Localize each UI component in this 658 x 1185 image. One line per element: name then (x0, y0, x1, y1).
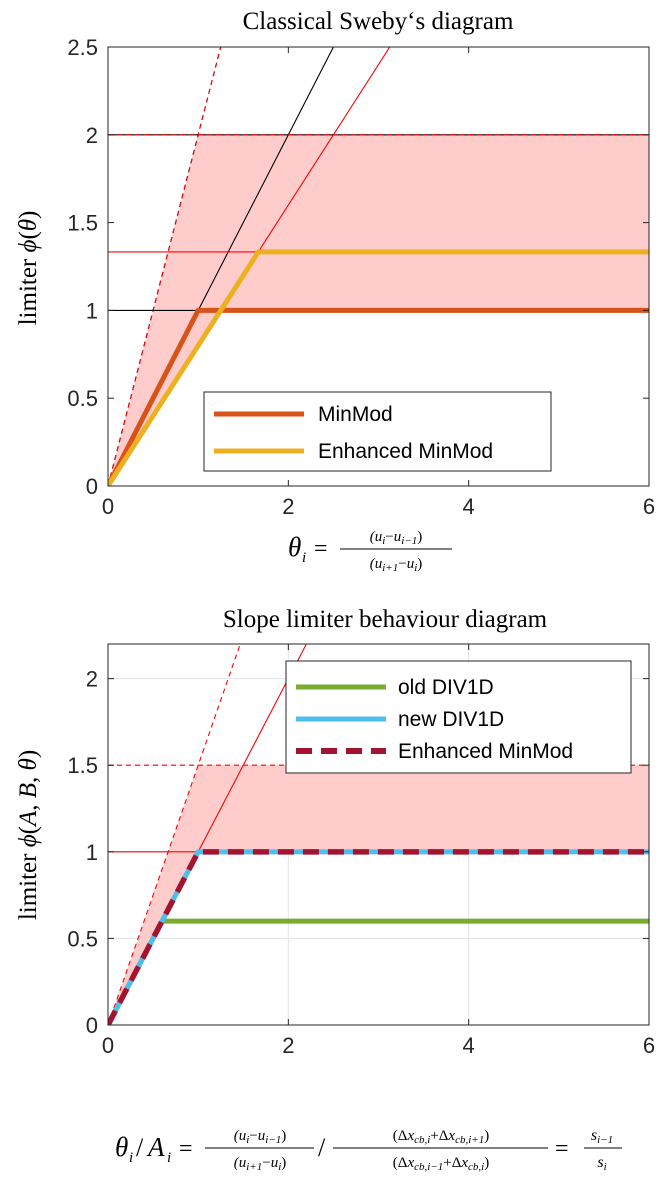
x-tick-label: 2 (282, 1033, 294, 1058)
svg-text:=: = (179, 1136, 193, 1162)
series-line (108, 307, 649, 486)
y-tick-label: 1 (86, 298, 98, 323)
svg-text:θ: θ (288, 532, 301, 562)
axes-box-2 (107, 643, 650, 1026)
y-tick-label: 2 (86, 123, 98, 148)
y-tick-label: 0.5 (67, 926, 98, 951)
x-axis-label-1: θ i = (ui−ui−1) (ui+1−ui) (288, 529, 452, 574)
svg-text:i: i (129, 1150, 133, 1166)
y-tick-label: 1.5 (67, 211, 98, 236)
chart-2: 0 2 4 6 0 0.5 1 1.5 2 Slope limiter behaviour di… (15, 606, 655, 1173)
legend-label: new DIV1D (398, 708, 504, 731)
x-tick-label: 6 (643, 494, 655, 519)
svg-text:=: = (555, 1136, 569, 1162)
x-tick-label: 0 (102, 494, 114, 519)
chart-1: 0 2 4 6 0 0.5 1 1.5 2 2.5 Classical Sweby‘s diagr… (15, 8, 655, 574)
y-tick-label: 1 (86, 840, 98, 865)
series-line (108, 849, 649, 1025)
svg-text:si−1: si−1 (591, 1127, 613, 1146)
svg-text:θ: θ (115, 1132, 128, 1162)
svg-text:si: si (597, 1154, 606, 1173)
series-line (108, 249, 649, 486)
svg-text:(ui+1−ui): (ui+1−ui) (370, 556, 423, 574)
chart-title-1: Classical Sweby‘s diagram (243, 8, 514, 35)
legend-2: old DIV1D new DIV1D Enhanced MinMod (285, 660, 632, 774)
svg-text:(ui−ui−1): (ui−ui−1) (234, 1128, 287, 1146)
svg-text:i: i (167, 1150, 171, 1166)
chart-title-2: Slope limiter behaviour diagram (223, 606, 548, 633)
svg-text:(ui+1−ui): (ui+1−ui) (234, 1155, 287, 1173)
y-axis-label-2: limiter ϕ(A, B, θ) (15, 750, 42, 920)
x-tick-label: 4 (463, 1033, 475, 1058)
svg-text:(Δxcb,i+Δxcb,i+1): (Δxcb,i+Δxcb,i+1) (393, 1128, 489, 1146)
legend-label: Enhanced MinMod (318, 440, 493, 463)
svg-text:/: / (136, 1133, 144, 1162)
legend-1: MinMod Enhanced MinMod (203, 391, 552, 472)
tvd-shaded-region (108, 765, 649, 1025)
x-axis-label-2: θ i / A i = (ui−ui−1) (ui+1−ui) / (Δxcb,… (115, 1127, 622, 1173)
x-tick-label: 0 (102, 1033, 114, 1058)
y-tick-label: 0 (86, 1013, 98, 1038)
svg-text:(ui−ui−1): (ui−ui−1) (370, 529, 423, 547)
legend-label: old DIV1D (398, 676, 494, 699)
legend-label: MinMod (318, 403, 393, 426)
legend-label: Enhanced MinMod (398, 740, 573, 763)
y-tick-label: 2 (86, 667, 98, 692)
svg-text:(Δxcb,i−1+Δxcb,i): (Δxcb,i−1+Δxcb,i) (393, 1155, 489, 1173)
y-tick-label: 0 (86, 474, 98, 499)
y-tick-label: 2.5 (67, 35, 98, 60)
svg-text:i: i (302, 550, 306, 566)
y-axis-label-1: limiter ϕ(θ) (15, 211, 42, 326)
svg-text:/: / (318, 1133, 326, 1162)
svg-text:=: = (314, 536, 328, 562)
x-tick-label: 6 (643, 1033, 655, 1058)
x-tick-label: 4 (463, 494, 475, 519)
svg-text:A: A (146, 1132, 165, 1162)
y-tick-label: 1.5 (67, 753, 98, 778)
axes-box-1 (107, 46, 650, 487)
x-tick-label: 2 (282, 494, 294, 519)
y-tick-label: 0.5 (67, 386, 98, 411)
